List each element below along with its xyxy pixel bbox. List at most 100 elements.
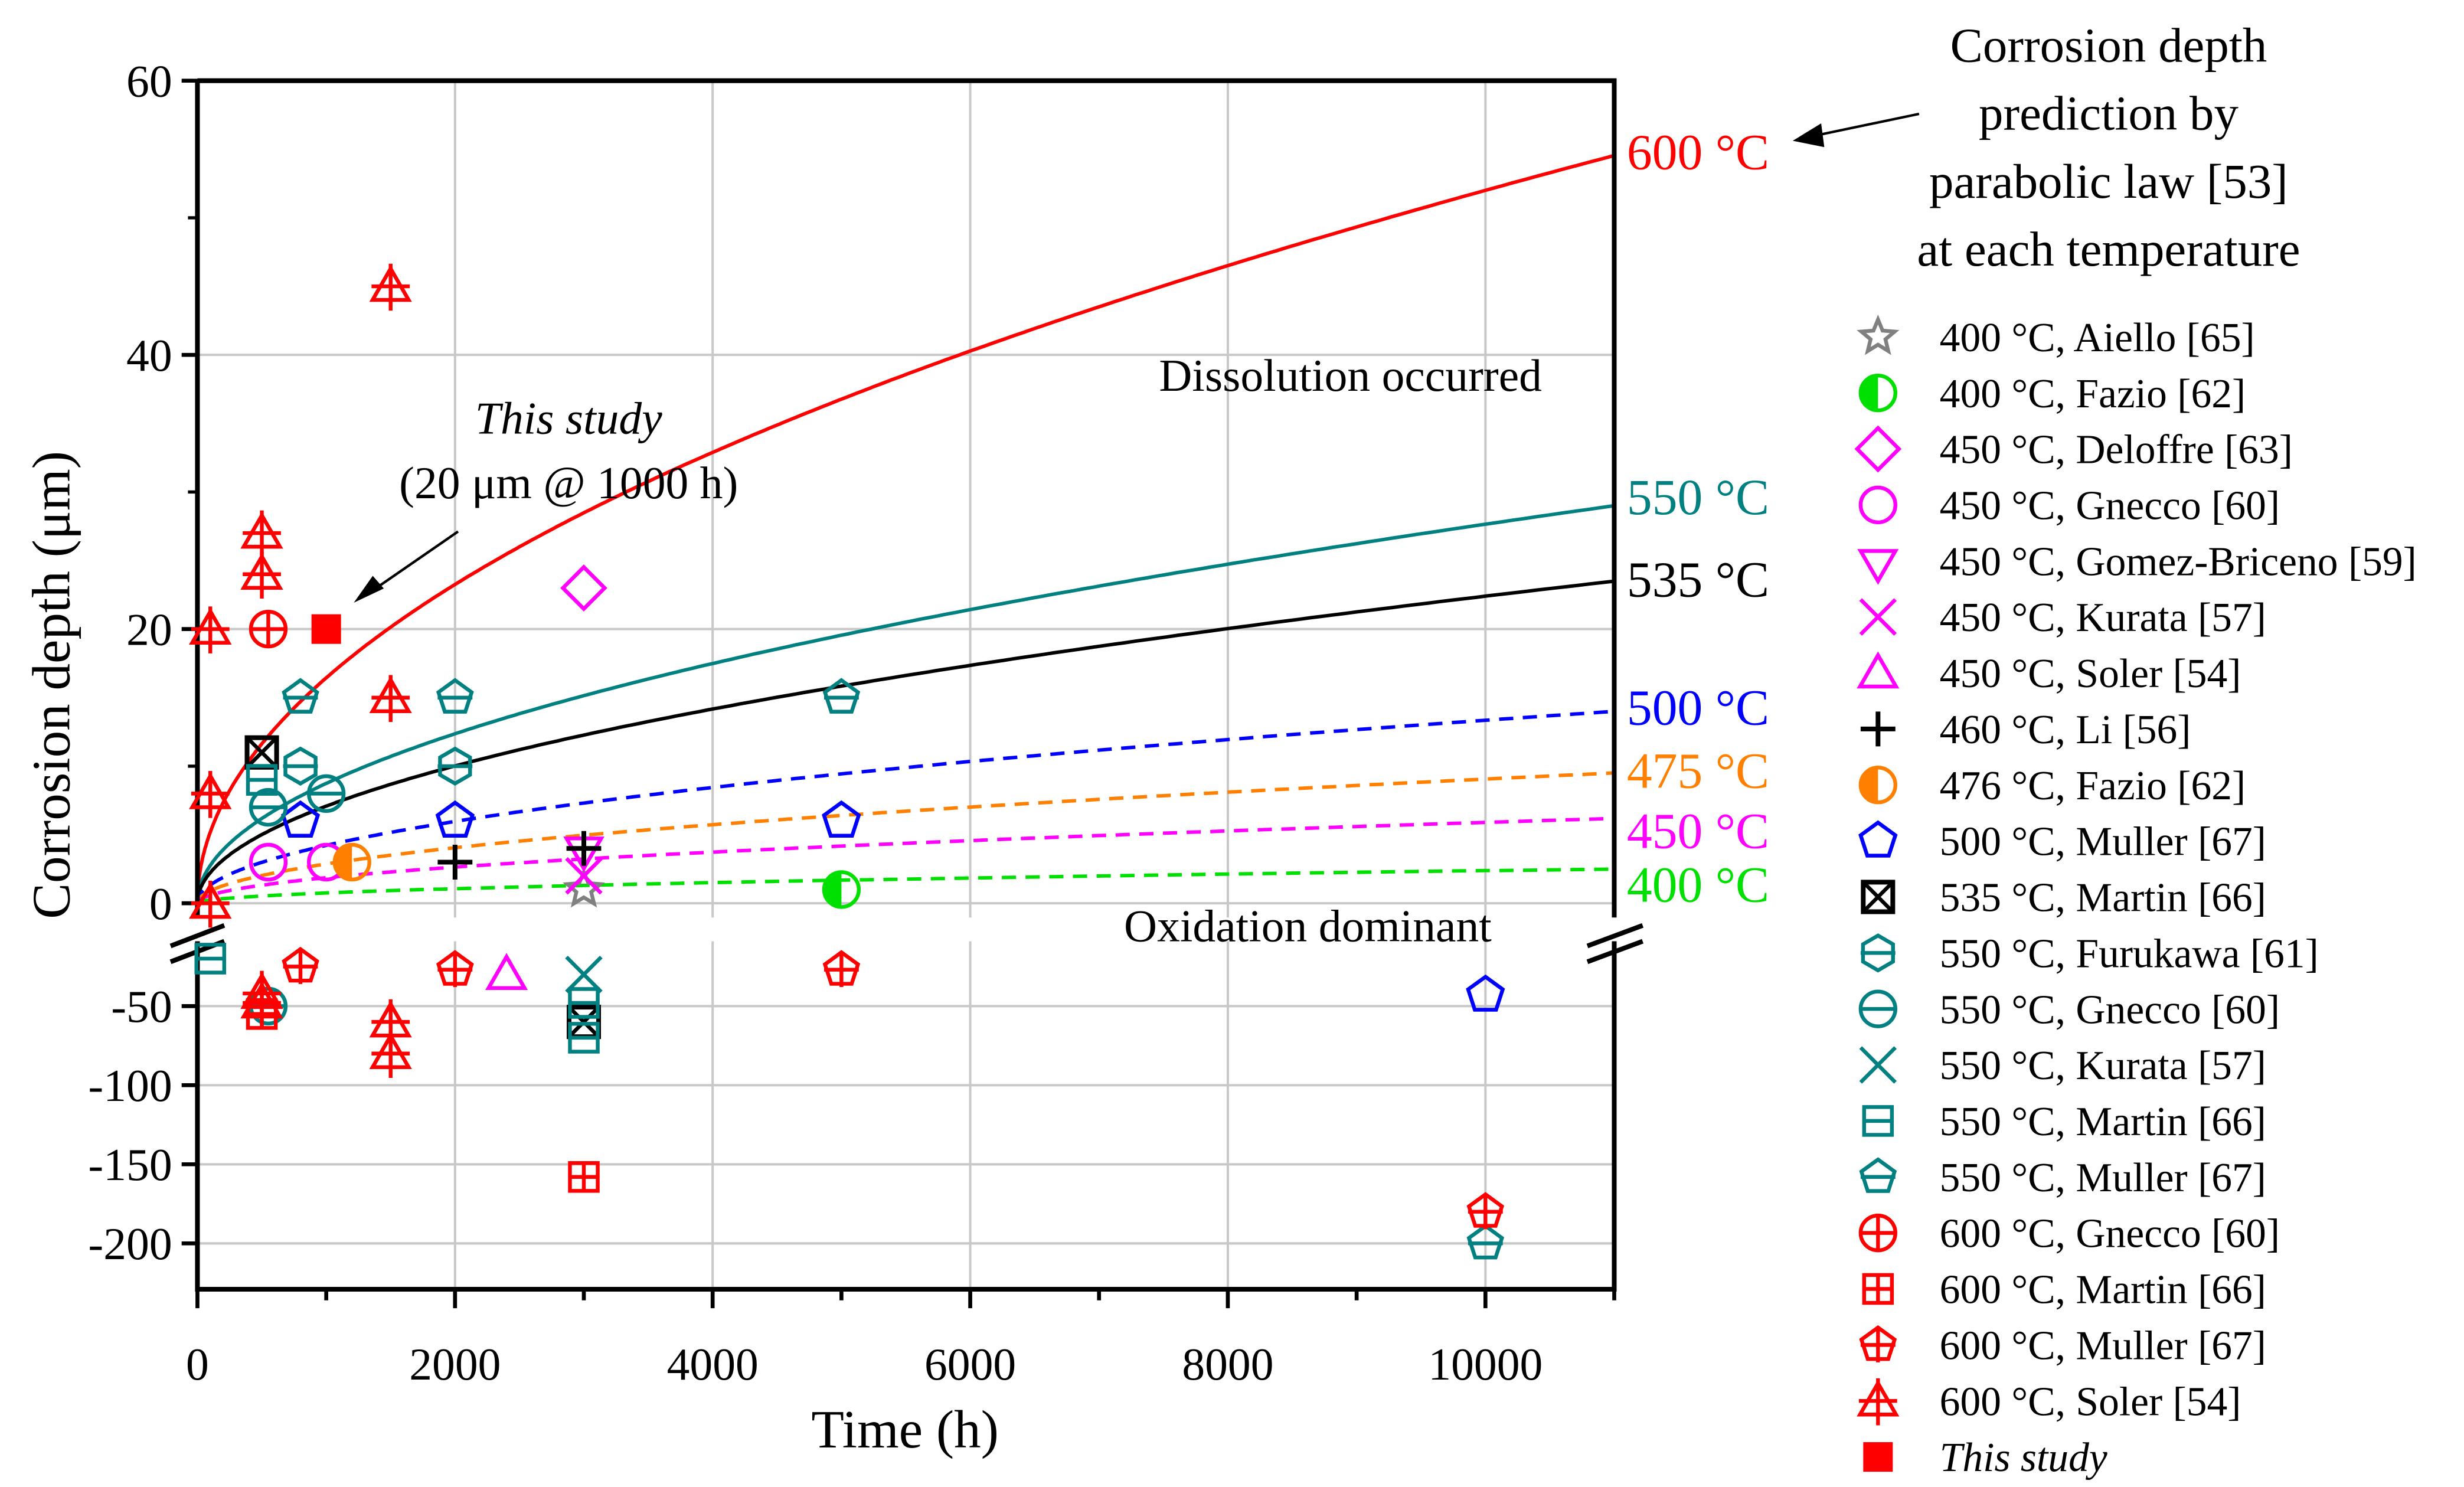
x-tick-label: 6000 <box>924 1339 1016 1390</box>
data-point-550-c-furukawa-61 <box>437 746 473 786</box>
data-point-600-c-soler-54 <box>240 980 283 1028</box>
legend-item: 550 °C, Muller [67] <box>1859 1155 2266 1201</box>
legend-item: 600 °C, Muller [67] <box>1859 1323 2266 1368</box>
this-study-annotation: This study <box>475 393 662 443</box>
half-circle-marker-icon <box>1858 373 1897 413</box>
x-tick-label: 4000 <box>667 1339 759 1390</box>
square-minus-marker-icon <box>1862 1105 1894 1137</box>
legend-label: 450 °C, Deloffre [63] <box>1940 427 2293 473</box>
data-point-600-c-muller-67 <box>822 950 861 988</box>
legend-label: 600 °C, Soler [54] <box>1940 1379 2241 1424</box>
legend-label: 600 °C, Muller [67] <box>1940 1323 2266 1368</box>
triangle-plus-marker-icon <box>1857 1378 1900 1426</box>
legend-item: 535 °C, Martin [66] <box>1861 875 2266 921</box>
diamond-marker-icon <box>1854 425 1902 473</box>
hexagon-minus-marker-icon <box>1860 933 1896 973</box>
half-circle-marker-icon <box>1858 766 1897 805</box>
legend-label: 450 °C, Soler [54] <box>1940 651 2241 697</box>
filled-square-marker-icon <box>1863 1442 1893 1472</box>
data-point-550-c-martin-66 <box>194 943 227 975</box>
data-point-600-c-gnecco-60 <box>249 609 288 649</box>
legend-label: 550 °C, Gnecco [60] <box>1940 987 2280 1032</box>
data-point-600-c-muller-67 <box>436 950 474 988</box>
plus-marker-icon <box>1860 711 1896 747</box>
data-point-600-c-soler-54 <box>189 771 232 818</box>
legend-item: 600 °C, Soler [54] <box>1857 1378 2241 1426</box>
data-point-450-c-soler-54 <box>485 953 528 991</box>
legend-label: 450 °C, Gomez-Briceno [59] <box>1940 539 2417 584</box>
curve-600 <box>195 153 1615 904</box>
data-point-450-c-kurata-57 <box>565 857 603 895</box>
prediction-title-line: Corrosion depth <box>1950 18 2267 72</box>
y-tick-label: -150 <box>88 1139 172 1190</box>
data-point-500-c-muller-67 <box>822 800 861 838</box>
legend-item: 450 °C, Soler [54] <box>1857 651 2241 697</box>
dissolution-annotation: Dissolution occurred <box>1159 350 1542 401</box>
x-tick-label: 0 <box>186 1339 209 1390</box>
pentagon-marker-icon <box>1858 820 1898 858</box>
legend-item: 400 °C, Aiello [65] <box>1857 314 2255 361</box>
x-tick-label: 10000 <box>1428 1339 1543 1390</box>
data-point-400-c-aiello-65 <box>563 867 605 908</box>
x-tick-label: 2000 <box>409 1339 501 1390</box>
legend-item: 600 °C, Martin [66] <box>1862 1267 2266 1313</box>
y-tick-label: 60 <box>126 55 172 106</box>
prediction-title-line: at each temperature <box>1917 222 2300 276</box>
data-point-600-c-muller-67 <box>1466 1192 1505 1230</box>
data-point-550-c-furukawa-61 <box>283 746 318 786</box>
y-tick-label: 0 <box>149 878 172 929</box>
y-tick-label: -50 <box>111 981 172 1032</box>
prediction-title-line: prediction by <box>1979 86 2238 140</box>
circle-marker-icon <box>1858 485 1897 525</box>
data-point-550-c-muller-67 <box>282 678 319 714</box>
legend-label: 400 °C, Fazio [62] <box>1940 371 2246 417</box>
data-point-600-c-soler-54 <box>240 510 283 558</box>
circle-plus-marker-icon <box>1858 1213 1897 1253</box>
pentagon-plus-marker-icon <box>1859 1325 1897 1362</box>
data-point-600-c-muller-67 <box>282 946 319 984</box>
legend-item: 550 °C, Furukawa [61] <box>1860 931 2319 976</box>
legend-item: 600 °C, Gnecco [60] <box>1858 1211 2280 1257</box>
data-point-550-c-muller-67 <box>1466 1223 1505 1260</box>
this-study-arrowhead-icon <box>354 576 384 603</box>
triangle-down-marker-icon <box>1857 549 1899 585</box>
axes: 0 2000 4000 6000 8000 10000 0 20 40 60 -50 -100 -150… <box>88 55 1644 1390</box>
data-point-400-c-fazio-62 <box>822 870 861 909</box>
legend-item: 400 °C, Fazio [62] <box>1858 371 2246 417</box>
axis-break-mark <box>1586 939 1644 965</box>
legend-item: 500 °C, Muller [67] <box>1858 819 2266 865</box>
star-marker-icon <box>1857 314 1900 355</box>
curve-535 <box>195 579 1615 904</box>
data-point-550-c-gnecco-60 <box>249 787 288 827</box>
legend-label: 450 °C, Gnecco [60] <box>1940 483 2280 528</box>
data-point-550-c-martin-66 <box>568 1022 600 1054</box>
prediction-title: Corrosion depth prediction by parabolic … <box>1917 18 2300 276</box>
this-study-value-annotation: (20 μm @ 1000 h) <box>399 457 738 508</box>
prediction-title-line: parabolic law [53] <box>1929 154 2288 208</box>
curve-label: 550 °C <box>1627 469 1769 525</box>
legend-item: 550 °C, Martin [66] <box>1862 1099 2266 1145</box>
curve-500 <box>195 710 1615 904</box>
curve-label: 600 °C <box>1627 125 1769 181</box>
legend-item: 450 °C, Kurata [57] <box>1859 595 2266 640</box>
triangle-up-marker-icon <box>1857 651 1900 689</box>
legend-item: 450 °C, Deloffre [63] <box>1854 425 2293 473</box>
data-point-460-c-li-56 <box>566 831 602 866</box>
curve-label: 500 °C <box>1627 679 1769 736</box>
data-point-476-c-fazio-62 <box>332 842 371 882</box>
axis-break-mark <box>169 923 226 949</box>
prediction-arrow <box>1813 112 1920 138</box>
curve-475 <box>195 771 1615 904</box>
data-point-600-c-soler-54 <box>369 263 412 311</box>
legend-item: 450 °C, Gnecco [60] <box>1858 483 2280 529</box>
data-point-550-c-gnecco-60 <box>306 774 346 813</box>
x-marker-icon <box>1859 1046 1897 1084</box>
data-point-550-c-muller-67 <box>822 678 861 714</box>
data-point-600-c-soler-54 <box>240 551 283 599</box>
curve-label: 475 °C <box>1627 743 1769 799</box>
circle-minus-marker-icon <box>1858 989 1897 1028</box>
legend-label: This study <box>1940 1435 2107 1481</box>
y-tick-label: -100 <box>88 1060 172 1111</box>
